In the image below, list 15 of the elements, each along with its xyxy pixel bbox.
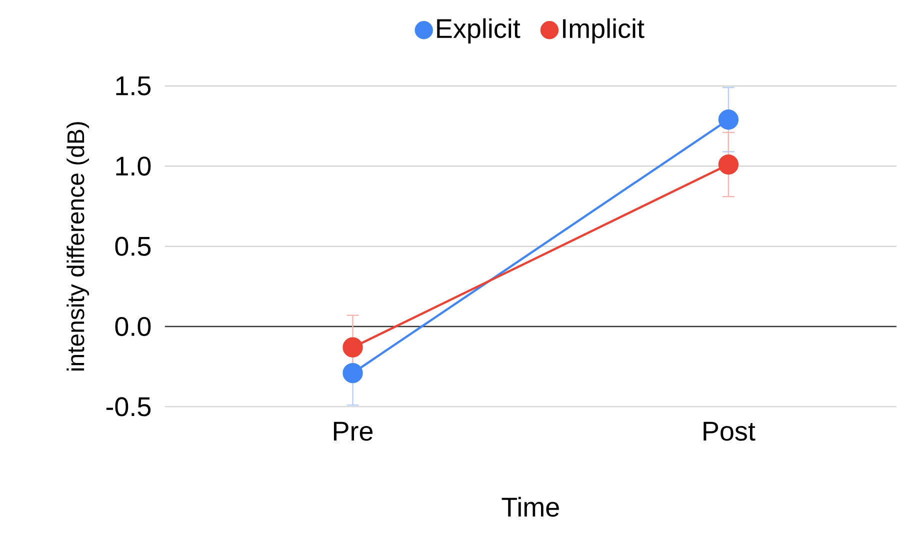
legend-label: Implicit <box>563 18 644 44</box>
x-tick-label: Post <box>704 422 756 441</box>
x-axis-title: Time <box>502 497 559 517</box>
y-axis-title: intensity difference (dB) <box>66 122 90 371</box>
point <box>718 110 739 130</box>
y-tick-label: -0.5 <box>106 397 151 416</box>
point <box>718 154 739 175</box>
y-tick-label: 1.5 <box>116 76 151 96</box>
x-tick-label: Pre <box>334 422 373 441</box>
legend-label: Explicit <box>437 18 520 44</box>
point <box>342 363 363 384</box>
y-tick-label: 0.5 <box>115 236 151 256</box>
y-tick-label: 0.0 <box>115 317 151 336</box>
point <box>342 337 363 358</box>
y-tick-label: 1.0 <box>116 156 151 176</box>
